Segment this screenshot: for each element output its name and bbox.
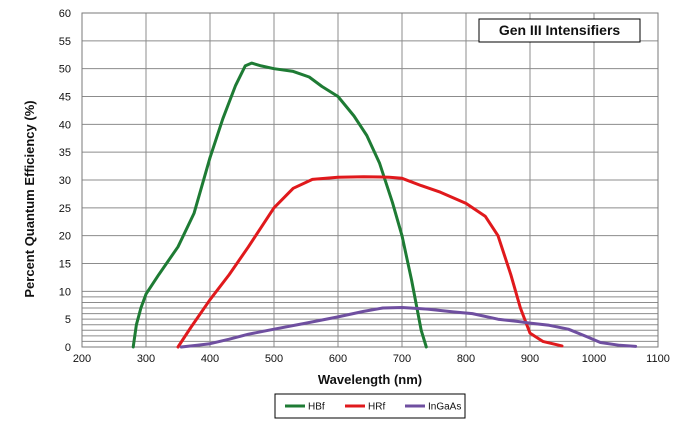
axes: 200 300 400 500 600 700 800 900 1000 1100 0 5 10 15 20…	[59, 8, 670, 365]
plot-area-border	[81, 12, 659, 348]
legend-label: HRf	[368, 402, 385, 413]
y-tick-label: 35	[59, 147, 71, 159]
y-tick-label: 25	[59, 203, 71, 215]
y-tick-label: 40	[59, 119, 71, 131]
y-tick-label: 50	[59, 64, 71, 76]
x-tick-label: 200	[73, 353, 91, 365]
legend-label: InGaAs	[428, 402, 461, 413]
y-tick-label: 5	[65, 314, 71, 326]
x-tick-label: 400	[201, 353, 219, 365]
x-tick-label: 500	[265, 353, 283, 365]
grid	[81, 12, 659, 348]
x-tick-label: 700	[393, 353, 411, 365]
y-tick-label: 0	[65, 342, 71, 354]
y-tick-label: 30	[59, 175, 71, 187]
legend-border	[274, 393, 466, 419]
chart-title: Gen III Intensifiers	[499, 22, 621, 38]
x-axis-title: Wavelength (nm)	[318, 372, 422, 387]
series-layer	[131, 61, 638, 349]
x-tick-label: 1000	[582, 353, 606, 365]
legend: HBf HRf InGaAs	[274, 393, 466, 419]
y-tick-label: 55	[59, 36, 71, 48]
x-tick-label: 300	[137, 353, 155, 365]
y-tick-label: 60	[59, 8, 71, 20]
y-tick-label: 45	[59, 92, 71, 104]
series-line-hrf	[176, 175, 564, 349]
series-line-hbf	[131, 61, 428, 349]
x-tick-label: 900	[521, 353, 539, 365]
y-tick-label: 20	[59, 231, 71, 243]
legend-label: HBf	[308, 402, 325, 413]
x-tick-label: 1100	[646, 353, 670, 365]
y-tick-label: 10	[59, 286, 71, 298]
y-axis-title: Percent Quantum Efficiency (%)	[22, 100, 37, 297]
title-border	[478, 18, 641, 43]
chart-title-box: Gen III Intensifiers	[478, 18, 641, 43]
series-line-ingaas	[179, 306, 638, 349]
y-tick-label: 15	[59, 259, 71, 271]
x-tick-label: 600	[329, 353, 347, 365]
x-tick-label: 800	[457, 353, 475, 365]
